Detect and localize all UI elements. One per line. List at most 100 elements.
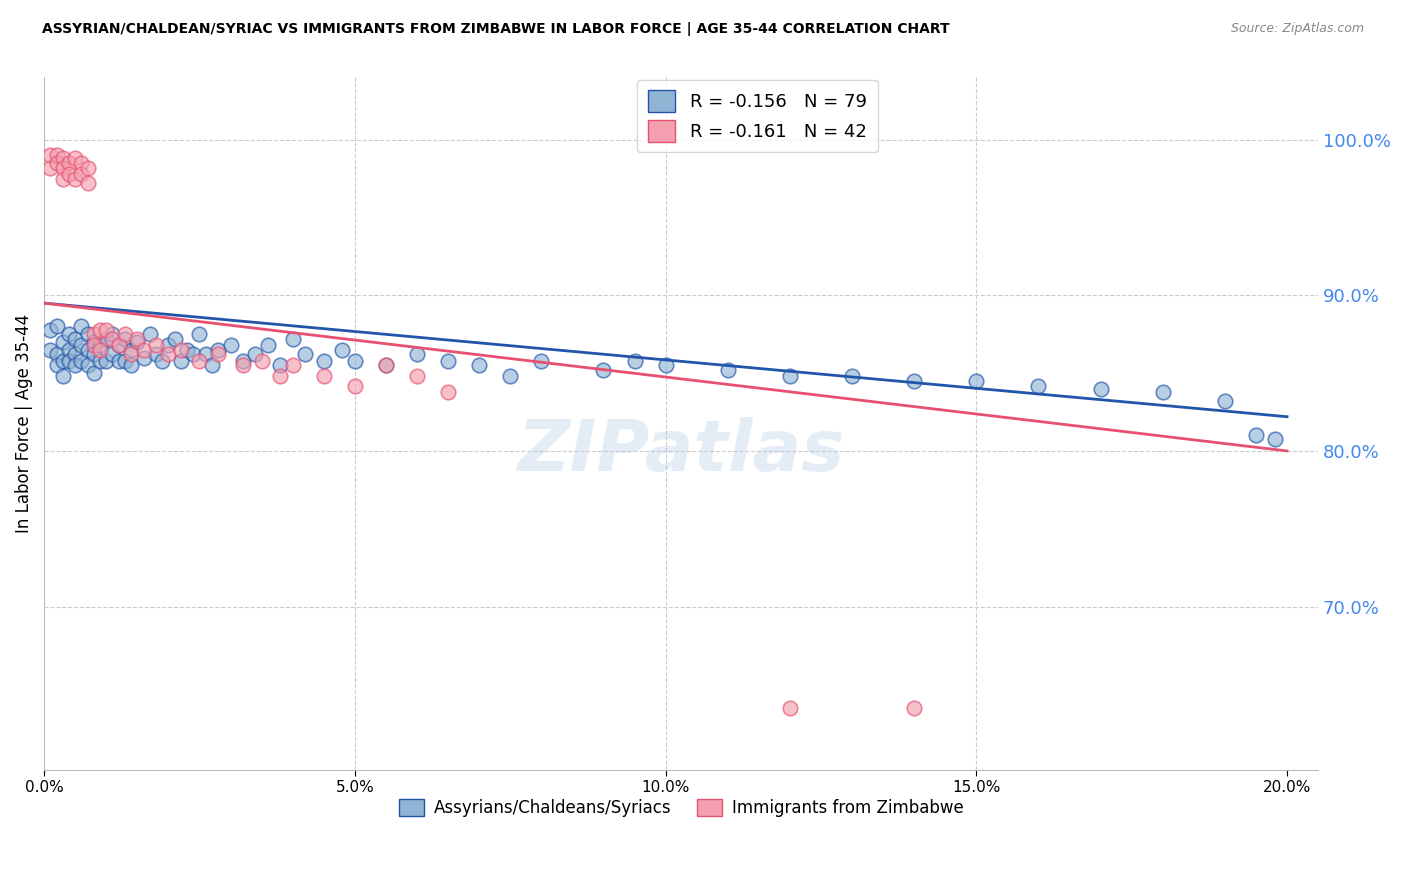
Point xyxy=(779,369,801,384)
Point xyxy=(232,359,254,373)
Point xyxy=(163,332,186,346)
Point xyxy=(39,161,62,175)
Point xyxy=(1244,428,1267,442)
Point xyxy=(194,347,217,361)
Point xyxy=(89,322,111,336)
Point xyxy=(717,363,740,377)
Point xyxy=(219,338,242,352)
Point xyxy=(530,353,553,368)
Point xyxy=(45,319,67,334)
Point xyxy=(63,359,86,373)
Point xyxy=(965,374,987,388)
Point xyxy=(1028,378,1050,392)
Point xyxy=(83,327,105,342)
Point xyxy=(70,338,93,352)
Point xyxy=(89,338,111,352)
Point xyxy=(63,171,86,186)
Point xyxy=(623,353,645,368)
Point xyxy=(343,353,366,368)
Point xyxy=(145,347,167,361)
Point xyxy=(83,338,105,352)
Point xyxy=(39,343,62,357)
Point xyxy=(101,332,124,346)
Point xyxy=(1213,394,1236,409)
Point xyxy=(1152,384,1174,399)
Point xyxy=(157,347,180,361)
Point xyxy=(294,347,316,361)
Point xyxy=(76,359,98,373)
Point xyxy=(145,338,167,352)
Point xyxy=(120,347,142,361)
Point xyxy=(499,369,522,384)
Point xyxy=(374,359,396,373)
Point xyxy=(157,338,180,352)
Point xyxy=(70,167,93,181)
Point xyxy=(250,353,273,368)
Point xyxy=(841,369,863,384)
Point xyxy=(201,359,224,373)
Point xyxy=(188,327,211,342)
Point xyxy=(127,334,149,349)
Point xyxy=(89,353,111,368)
Point xyxy=(63,332,86,346)
Point xyxy=(176,343,198,357)
Point xyxy=(903,700,925,714)
Point xyxy=(1264,432,1286,446)
Point xyxy=(52,152,75,166)
Point xyxy=(70,319,93,334)
Point xyxy=(76,327,98,342)
Point xyxy=(406,347,429,361)
Point xyxy=(269,359,291,373)
Point xyxy=(83,366,105,380)
Point xyxy=(52,353,75,368)
Point xyxy=(207,347,229,361)
Point xyxy=(63,347,86,361)
Point xyxy=(343,378,366,392)
Point xyxy=(83,334,105,349)
Point xyxy=(779,700,801,714)
Point xyxy=(139,327,162,342)
Point xyxy=(188,353,211,368)
Text: ZIPatlas: ZIPatlas xyxy=(517,417,845,486)
Point xyxy=(52,161,75,175)
Point xyxy=(120,359,142,373)
Point xyxy=(58,327,80,342)
Point xyxy=(150,353,173,368)
Point xyxy=(70,353,93,368)
Point xyxy=(1090,382,1112,396)
Point xyxy=(52,334,75,349)
Point xyxy=(58,156,80,170)
Point xyxy=(45,359,67,373)
Point xyxy=(107,338,129,352)
Point xyxy=(107,338,129,352)
Point xyxy=(70,156,93,170)
Point xyxy=(374,359,396,373)
Point xyxy=(83,347,105,361)
Point xyxy=(245,347,267,361)
Point xyxy=(39,148,62,162)
Point xyxy=(107,353,129,368)
Point xyxy=(58,343,80,357)
Point xyxy=(114,332,136,346)
Point xyxy=(170,353,193,368)
Point xyxy=(76,343,98,357)
Point xyxy=(76,176,98,190)
Point xyxy=(592,363,614,377)
Point xyxy=(45,347,67,361)
Point xyxy=(232,353,254,368)
Point xyxy=(96,322,118,336)
Point xyxy=(132,351,155,365)
Point xyxy=(903,374,925,388)
Point xyxy=(207,343,229,357)
Text: Source: ZipAtlas.com: Source: ZipAtlas.com xyxy=(1230,22,1364,36)
Point xyxy=(437,353,460,368)
Point xyxy=(101,327,124,342)
Point xyxy=(114,327,136,342)
Point xyxy=(281,359,304,373)
Point xyxy=(127,332,149,346)
Point xyxy=(52,171,75,186)
Point xyxy=(256,338,278,352)
Point xyxy=(312,353,335,368)
Point xyxy=(96,353,118,368)
Point xyxy=(45,156,67,170)
